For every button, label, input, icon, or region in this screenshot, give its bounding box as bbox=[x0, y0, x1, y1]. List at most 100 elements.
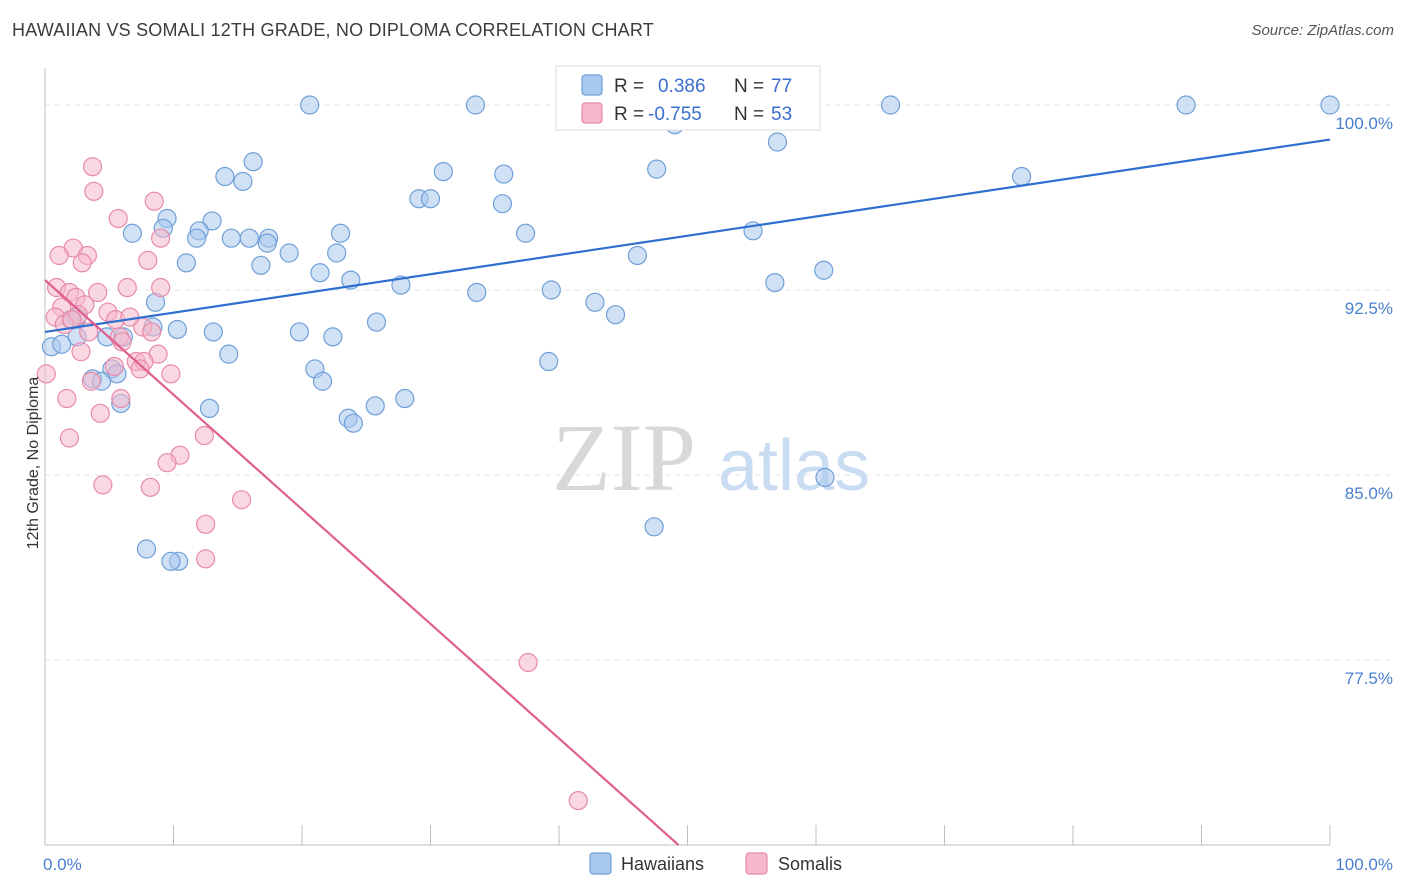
grid-lines bbox=[45, 104, 1392, 661]
hawaiian-point bbox=[251, 255, 271, 275]
hawaiian-point bbox=[215, 166, 235, 187]
somali-point bbox=[117, 277, 137, 298]
hawaiian-point bbox=[395, 388, 415, 409]
hawaiian-point bbox=[494, 164, 514, 184]
series-swatch-hawaiians bbox=[589, 852, 612, 875]
series-label-hawaiians: Hawaiians bbox=[621, 854, 704, 874]
somali-point bbox=[151, 277, 171, 298]
hawaiian-point bbox=[176, 253, 196, 273]
somali-point bbox=[59, 428, 80, 448]
hawaiian-point bbox=[366, 312, 387, 332]
hawaiian-point bbox=[300, 95, 320, 115]
hawaiian-point bbox=[467, 282, 487, 303]
somali-point bbox=[130, 359, 150, 379]
somali-point bbox=[232, 490, 252, 510]
somali-point bbox=[84, 181, 104, 201]
hawaiian-point bbox=[330, 223, 351, 243]
hawaiian-point bbox=[323, 327, 343, 347]
hawaiian-point bbox=[289, 322, 310, 342]
somali-point bbox=[142, 322, 162, 342]
hawaiian-point bbox=[136, 539, 157, 559]
hawaiian-point bbox=[187, 228, 207, 248]
hawaiian-point bbox=[202, 211, 222, 231]
hawaiian-point bbox=[815, 467, 835, 488]
hawaiian-point bbox=[239, 228, 259, 248]
somali-point bbox=[196, 514, 216, 534]
legend-swatch-somali bbox=[581, 102, 603, 124]
somali-point bbox=[196, 549, 216, 569]
somali-point bbox=[138, 250, 158, 270]
somali-point bbox=[161, 364, 181, 384]
somali-point bbox=[71, 342, 91, 362]
legend-r-value-somali: -0.755 bbox=[648, 104, 702, 125]
hawaiian-point bbox=[161, 551, 181, 571]
somali-point bbox=[88, 282, 108, 303]
hawaiian-trend-line bbox=[44, 138, 1331, 334]
hawaiian-point bbox=[644, 517, 664, 537]
hawaiian-point bbox=[515, 223, 536, 243]
somali-point bbox=[157, 453, 177, 473]
series-swatch-somalis bbox=[745, 852, 768, 875]
somali-point bbox=[104, 356, 124, 377]
hawaiian-point bbox=[219, 344, 239, 364]
hawaiian-point bbox=[257, 233, 277, 253]
hawaiian-point bbox=[765, 273, 785, 293]
somali-trend-line bbox=[44, 279, 680, 846]
somali-point bbox=[151, 228, 171, 248]
somali-point bbox=[140, 477, 160, 497]
legend-n-value-somali: 53 bbox=[771, 104, 792, 125]
hawaiian-point bbox=[627, 245, 647, 266]
hawaiian-point bbox=[1176, 95, 1196, 115]
hawaiian-point bbox=[880, 95, 901, 115]
hawaiian-point bbox=[312, 371, 333, 391]
y-tick-label: 100.0% bbox=[1335, 114, 1393, 133]
somali-point bbox=[111, 388, 131, 409]
hawaiian-point bbox=[492, 194, 513, 214]
trend-lines bbox=[44, 138, 1331, 846]
hawaiian-point bbox=[420, 189, 441, 209]
hawaiian-point bbox=[327, 243, 347, 263]
legend-swatch-hawaiian bbox=[581, 74, 603, 96]
y-tick-label: 92.5% bbox=[1345, 299, 1393, 318]
somali-point bbox=[49, 245, 69, 266]
x-tick-label: 0.0% bbox=[43, 855, 82, 874]
hawaiian-point bbox=[199, 398, 220, 418]
x-tick-label: 100.0% bbox=[1335, 855, 1393, 874]
somali-point bbox=[81, 371, 101, 391]
somali-point bbox=[194, 425, 214, 446]
hawaiian-point bbox=[167, 319, 187, 340]
hawaiian-point bbox=[203, 322, 223, 342]
hawaiian-point bbox=[647, 159, 667, 179]
somali-point bbox=[144, 191, 164, 211]
somali-point bbox=[82, 157, 103, 177]
somali-point bbox=[90, 403, 110, 423]
hawaiian-point bbox=[433, 162, 453, 182]
watermark-atlas: atlas bbox=[718, 426, 870, 506]
hawaiian-point bbox=[767, 132, 788, 152]
y-tick-labels: 77.5% 85.0% 92.5% 100.0% bbox=[1335, 114, 1393, 688]
hawaiian-point bbox=[233, 171, 253, 192]
legend-r-value-hawaiian: 0.386 bbox=[658, 76, 706, 97]
hawaiian-point bbox=[122, 223, 142, 243]
hawaiian-point bbox=[465, 95, 486, 115]
hawaiian-point bbox=[1011, 166, 1032, 187]
hawaiian-point bbox=[310, 263, 330, 283]
somali-point bbox=[120, 307, 140, 327]
hawaiian-point bbox=[243, 152, 263, 172]
watermark-zip: ZIP bbox=[552, 404, 696, 511]
somali-point bbox=[518, 652, 538, 673]
hawaiian-point bbox=[365, 396, 385, 416]
legend-r-label-somali: R = bbox=[614, 104, 644, 125]
legend-n-label-somali: N = bbox=[734, 104, 764, 125]
somali-point bbox=[57, 388, 77, 409]
hawaiian-point bbox=[1320, 95, 1340, 115]
hawaiian-point bbox=[605, 305, 626, 325]
axes bbox=[44, 68, 1331, 846]
source-label: Source: ZipAtlas.com bbox=[1251, 22, 1394, 39]
somali-point bbox=[568, 790, 588, 811]
hawaiian-point bbox=[343, 413, 363, 433]
somali-point bbox=[36, 364, 56, 384]
hawaiian-point bbox=[814, 260, 834, 280]
y-tick-label: 85.0% bbox=[1345, 484, 1393, 503]
